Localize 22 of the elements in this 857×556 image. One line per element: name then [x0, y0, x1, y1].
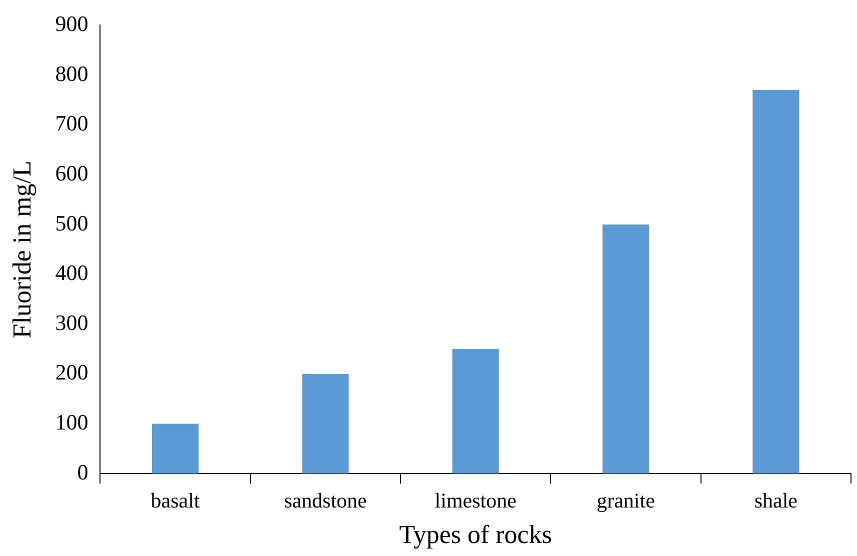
bar	[152, 424, 199, 474]
y-tick-label: 100	[55, 410, 88, 435]
bar	[302, 374, 349, 474]
bar	[452, 349, 499, 474]
y-tick-label: 600	[55, 160, 88, 186]
bar	[752, 90, 800, 474]
y-tick-label: 300	[55, 310, 88, 335]
y-tick-label: 700	[55, 110, 88, 136]
y-tick-label: 800	[55, 60, 88, 86]
y-tick-label: 900	[55, 10, 88, 36]
y-tick-label: 400	[55, 260, 88, 286]
x-tick-label: shale	[754, 488, 798, 513]
x-axis-title: Types of rocks	[399, 520, 552, 550]
x-tick-label: granite	[596, 488, 655, 513]
x-tick-label: limestone	[434, 488, 516, 513]
y-axis-title: Fluoride in mg/L	[7, 160, 36, 338]
x-tick-label: sandstone	[284, 488, 367, 513]
bar	[602, 224, 650, 474]
y-tick-label: 0	[77, 459, 88, 484]
y-tick-label: 200	[55, 360, 88, 385]
y-tick-label: 500	[55, 210, 88, 236]
x-tick-label: basalt	[150, 488, 200, 513]
